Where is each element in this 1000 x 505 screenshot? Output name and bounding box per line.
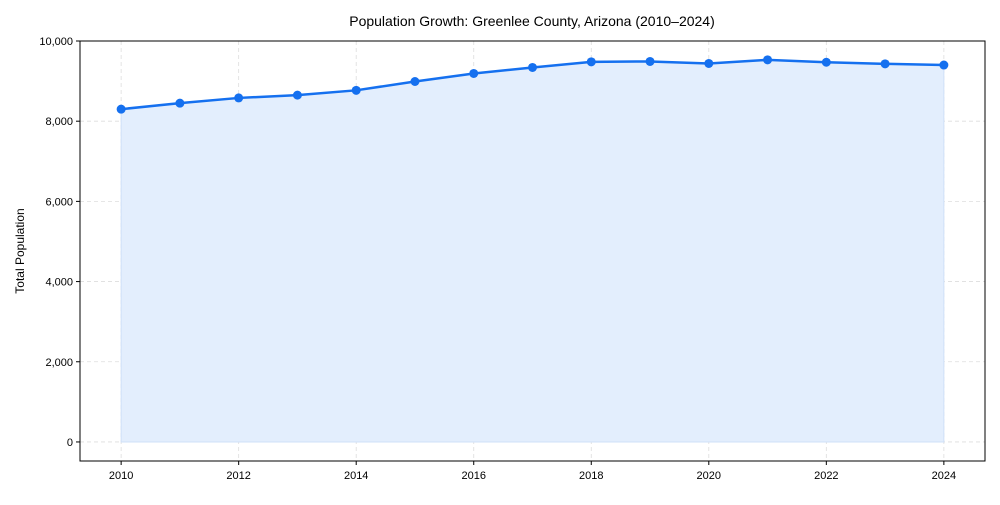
data-point xyxy=(586,57,596,67)
chart-title: Population Growth: Greenlee County, Ariz… xyxy=(349,13,715,29)
y-axis-ticks: 0 2,000 4,000 6,000 8,000 10,000 xyxy=(39,36,80,449)
data-point xyxy=(116,104,126,114)
x-tick-label: 2020 xyxy=(697,470,721,482)
data-point xyxy=(410,76,420,86)
plot-frame xyxy=(79,40,986,462)
x-tick-label: 2012 xyxy=(226,470,250,482)
y-tick-label: 0 xyxy=(67,437,73,449)
data-point xyxy=(939,60,949,70)
x-tick-label: 2010 xyxy=(109,470,133,482)
data-point xyxy=(645,56,655,66)
x-tick-label: 2024 xyxy=(932,470,956,482)
x-tick-label: 2018 xyxy=(579,470,603,482)
x-axis-ticks: 2010 2012 2014 2016 2018 2020 2022 2024 xyxy=(109,461,956,482)
y-tick-label: 4,000 xyxy=(45,277,73,289)
data-point xyxy=(704,58,714,68)
area-fill xyxy=(120,59,945,443)
y-axis-label: Total Population xyxy=(13,208,27,293)
x-tick-label: 2022 xyxy=(814,470,838,482)
x-tick-label: 2014 xyxy=(344,470,368,482)
data-points xyxy=(116,55,949,114)
y-tick-label: 2,000 xyxy=(45,357,73,369)
y-tick-label: 6,000 xyxy=(45,196,73,208)
data-point xyxy=(880,59,890,69)
y-tick-label: 10,000 xyxy=(39,36,73,48)
data-point xyxy=(175,98,185,108)
data-point xyxy=(528,62,537,72)
data-point xyxy=(292,90,302,100)
x-tick-label: 2016 xyxy=(461,470,485,482)
data-point xyxy=(351,85,361,95)
data-point xyxy=(821,57,831,67)
data-point xyxy=(469,68,479,78)
data-point xyxy=(234,93,244,103)
data-point xyxy=(763,55,773,65)
y-tick-label: 8,000 xyxy=(45,116,73,128)
